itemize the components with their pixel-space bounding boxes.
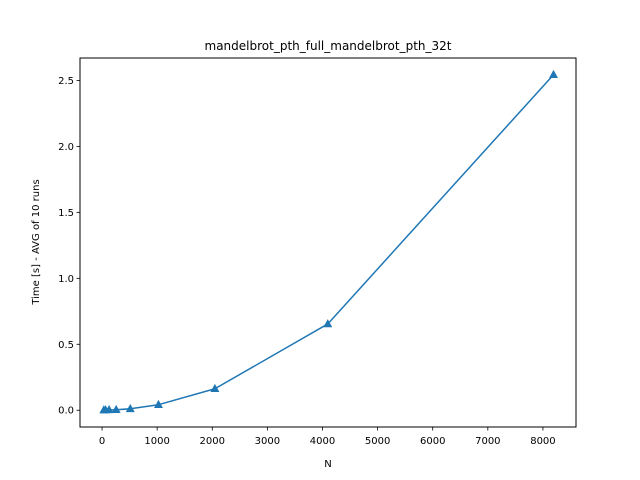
data-point-marker: [104, 405, 114, 414]
y-axis-label: Time [s] - AVG of 10 runs: [31, 179, 42, 305]
y-tick-label: 2.0: [58, 142, 74, 153]
y-tick-label: 2.5: [58, 76, 74, 87]
data-point-marker: [111, 404, 121, 413]
x-tick-label: 4000: [310, 436, 335, 447]
x-tick-label: 3000: [255, 436, 280, 447]
data-point-marker: [323, 319, 333, 328]
x-tick-label: 0: [99, 436, 105, 447]
y-tick-label: 0.5: [58, 340, 74, 351]
data-point-marker: [154, 399, 163, 408]
y-tick-label: 1.5: [58, 208, 74, 219]
x-tick-label: 8000: [530, 436, 555, 447]
plot-area: [99, 69, 558, 414]
x-tick-label: 1000: [144, 436, 169, 447]
x-tick-label: 5000: [365, 436, 390, 447]
data-point-marker: [210, 383, 220, 393]
x-tick-label: 6000: [420, 436, 445, 447]
x-tick-label: 2000: [200, 436, 225, 447]
x-tick-label: 7000: [475, 436, 500, 447]
data-point-marker: [125, 403, 135, 413]
x-axis-label: N: [324, 459, 331, 470]
data-point-marker: [549, 69, 558, 79]
chart-title: mandelbrot_pth_full_mandelbrot_pth_32t: [205, 39, 452, 53]
y-tick-label: 1.0: [58, 274, 74, 285]
axes-frame: [79, 57, 577, 428]
y-tick-label: 0.0: [58, 406, 74, 417]
